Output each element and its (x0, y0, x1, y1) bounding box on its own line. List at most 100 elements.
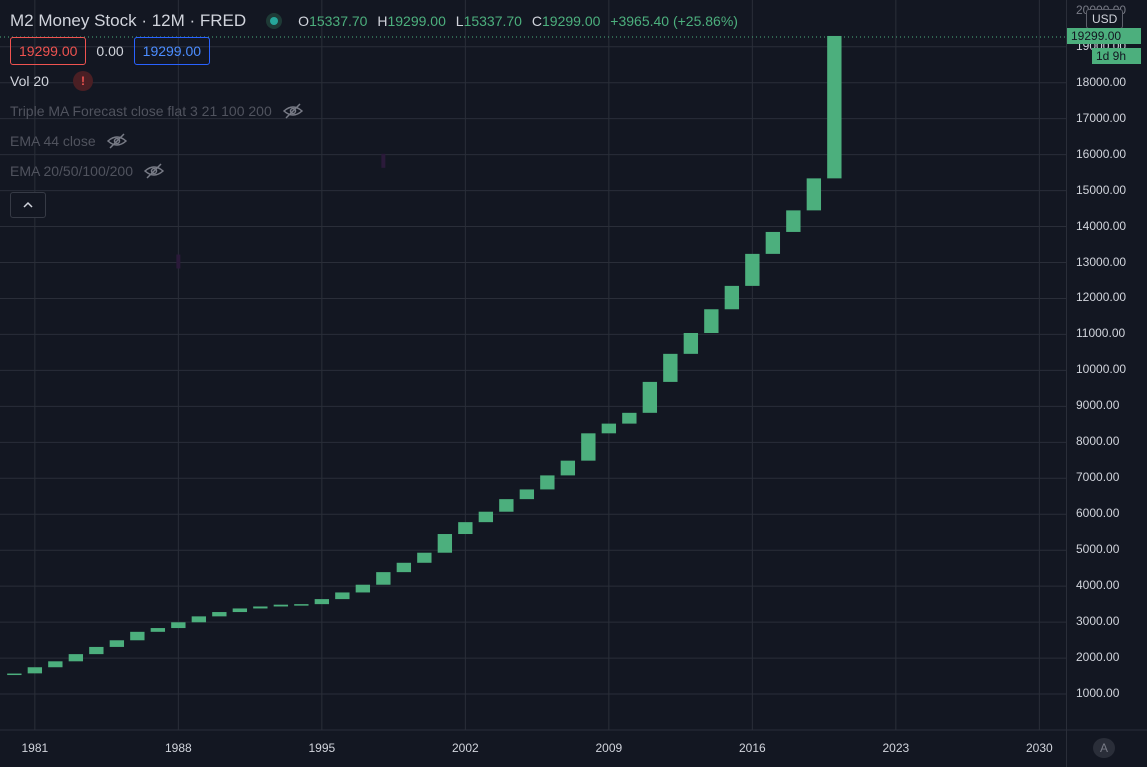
candle (601, 423, 617, 434)
candle (827, 35, 842, 179)
eye-hidden-icon[interactable] (143, 163, 165, 179)
candle (376, 572, 391, 585)
price-tick-label: 5000.00 (1076, 542, 1120, 557)
candle (642, 381, 658, 413)
price-tick-label: 2000.00 (1076, 650, 1120, 665)
candle (786, 210, 801, 232)
bar-countdown-tag: 1d 9h (1092, 48, 1141, 64)
candle (622, 412, 637, 424)
price-axis[interactable] (1066, 0, 1147, 767)
price-tick-label: 16000.00 (1076, 146, 1127, 161)
candle (560, 460, 576, 476)
open-value: 15337.70 (309, 13, 368, 29)
candle (417, 552, 432, 563)
candle (232, 608, 248, 613)
price-tick-label: 14000.00 (1076, 218, 1127, 233)
candle (273, 604, 289, 607)
indicator-label: Vol 20 (10, 73, 49, 89)
price-tick-label: 7000.00 (1076, 470, 1120, 485)
grid-lines (0, 0, 1066, 730)
low-label: L (455, 13, 464, 29)
candle (294, 604, 309, 606)
time-tick-label: 2016 (738, 741, 766, 755)
candle (68, 654, 84, 662)
candle (89, 646, 104, 655)
low-value: 15337.70 (463, 13, 522, 29)
price-tick-label: 6000.00 (1076, 506, 1120, 521)
price-tick-label: 3000.00 (1076, 614, 1120, 629)
candle (171, 622, 186, 629)
last-price-tag: 19299.00 (1067, 28, 1141, 44)
currency-button[interactable]: USD (1086, 9, 1124, 29)
candle (581, 433, 596, 461)
candle (191, 616, 207, 623)
candle (478, 511, 494, 523)
collapse-legend-button[interactable] (10, 192, 46, 218)
price-tick-label: 9000.00 (1076, 398, 1120, 413)
time-tick-label: 1981 (21, 741, 49, 755)
volume-marks (176, 153, 386, 269)
change-value: +3965.40 (+25.86%) (610, 13, 738, 29)
price-tick-label: 17000.00 (1076, 110, 1127, 125)
candle (540, 475, 555, 490)
candle (704, 309, 719, 333)
symbol-title[interactable]: M2 Money Stock · 12M · FRED (10, 11, 247, 30)
indicator-label: EMA 44 close (10, 133, 96, 149)
candle (396, 562, 412, 573)
eye-hidden-icon[interactable] (106, 133, 128, 149)
price-tick-label: 4000.00 (1076, 578, 1120, 593)
candle (745, 253, 760, 286)
chevron-up-icon (23, 201, 33, 208)
candle (130, 631, 145, 641)
time-tick-label: 2030 (1025, 741, 1053, 755)
warning-icon[interactable]: ! (72, 71, 93, 91)
candle (7, 673, 22, 676)
price-tick-label: 18000.00 (1076, 74, 1127, 89)
candle (212, 612, 227, 617)
market-status-icon[interactable] (266, 13, 283, 29)
high-label: H (377, 13, 388, 29)
price-tick-label: 8000.00 (1076, 434, 1120, 449)
time-tick-label: 1995 (308, 741, 336, 755)
indicator-vol[interactable]: Vol 20 ! (10, 66, 738, 96)
chart-legend: M2 Money Stock · 12M · FRED O15337.70 H1… (10, 8, 738, 218)
time-tick-label: 2002 (451, 741, 479, 755)
close-label: C (531, 13, 542, 29)
indicator-ema-multi[interactable]: EMA 20/50/100/200 (10, 156, 738, 186)
candle (458, 522, 473, 535)
price-tick-label: 1000.00 (1076, 686, 1120, 701)
close-value: 19299.00 (542, 13, 601, 29)
volume-mark (381, 153, 386, 168)
indicator-ema-44[interactable]: EMA 44 close (10, 126, 738, 156)
candles (7, 35, 842, 676)
price-tick-label: 15000.00 (1076, 182, 1127, 197)
candle (765, 231, 781, 254)
candle (27, 667, 43, 674)
indicator-label: Triple MA Forecast close flat 3 21 100 2… (10, 103, 272, 119)
price-tick-label: 13000.00 (1076, 254, 1127, 269)
legend-title-row: M2 Money Stock · 12M · FRED O15337.70 H1… (10, 8, 738, 34)
ohlc-values: O15337.70 H19299.00 L15337.70 C19299.00 … (298, 13, 738, 29)
sell-price-box[interactable]: 19299.00 (10, 37, 87, 65)
volume-mark (176, 254, 181, 269)
spread-value: 0.00 (96, 43, 124, 59)
eye-hidden-icon[interactable] (282, 103, 304, 119)
candle (683, 332, 699, 354)
candle (437, 534, 453, 553)
open-label: O (298, 13, 310, 29)
price-tick-label: 12000.00 (1076, 290, 1127, 305)
time-tick-label: 2009 (595, 741, 623, 755)
price-tick-label: 11000.00 (1076, 326, 1126, 341)
candle (724, 285, 740, 310)
candle (499, 499, 514, 512)
candle (48, 661, 63, 668)
value-boxes-row: 19299.00 0.00 19299.00 (10, 36, 738, 66)
candle (335, 592, 350, 600)
indicator-triple-ma[interactable]: Triple MA Forecast close flat 3 21 100 2… (10, 96, 738, 126)
candle (806, 178, 822, 211)
candle (519, 489, 535, 500)
high-value: 19299.00 (387, 13, 446, 29)
auto-scale-button[interactable]: A (1093, 738, 1115, 758)
buy-price-box[interactable]: 19299.00 (133, 37, 211, 65)
